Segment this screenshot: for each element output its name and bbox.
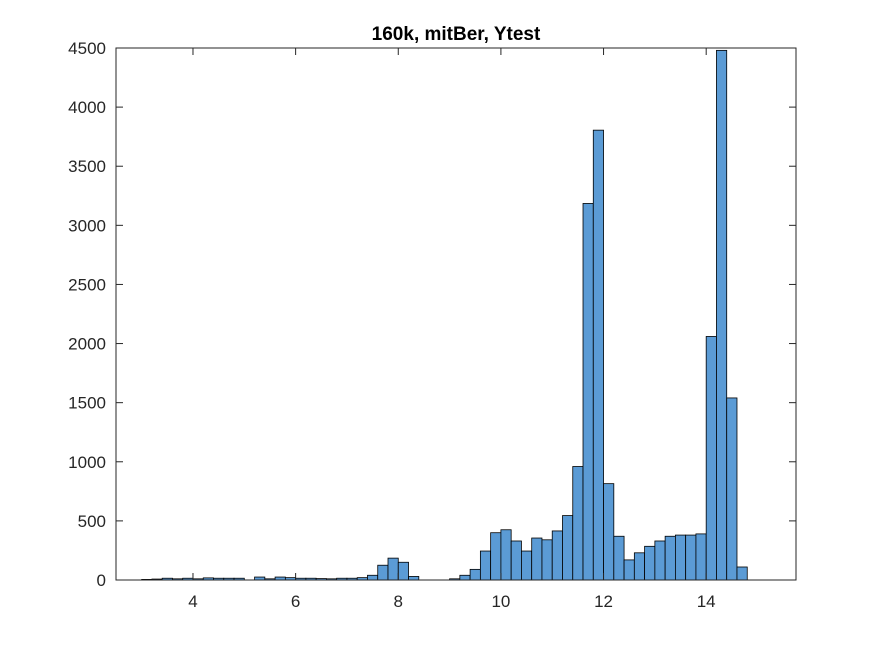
histogram-bar — [500, 529, 512, 581]
histogram-bar — [387, 557, 399, 581]
histogram-bar — [562, 515, 574, 581]
histogram-bar — [726, 397, 738, 581]
x-tick-label: 4 — [188, 592, 197, 611]
histogram-bar — [469, 568, 481, 581]
histogram-bar — [695, 533, 707, 581]
histogram-bar — [551, 530, 563, 581]
y-tick-label: 3000 — [68, 216, 106, 235]
histogram-bar — [367, 574, 379, 581]
axes-group: 4 6 8 10 12 14 0 500 1000 1500 2000 2500 3000 3500 400… — [68, 39, 797, 611]
histogram-bar — [623, 559, 635, 581]
histogram-bar — [510, 540, 522, 581]
histogram-bar — [603, 483, 615, 581]
histogram-bar — [592, 129, 604, 581]
bars-group — [141, 49, 748, 581]
histogram-bar — [408, 576, 420, 581]
histogram-bar — [521, 550, 533, 581]
histogram-bar — [582, 203, 594, 581]
histogram-bar — [633, 552, 646, 581]
x-tick-label: 10 — [491, 592, 510, 611]
y-tick-label: 2500 — [68, 275, 106, 294]
histogram-bar — [674, 534, 687, 581]
x-tick-label: 8 — [394, 592, 403, 611]
histogram-bar — [541, 539, 553, 581]
histogram-bar — [459, 574, 471, 581]
y-tick-label: 3500 — [68, 157, 106, 176]
histogram-bar — [685, 534, 697, 581]
y-tick-label: 1000 — [68, 453, 106, 472]
histogram-bar — [572, 466, 584, 581]
histogram-bar — [397, 561, 409, 581]
y-tick-label: 4000 — [68, 98, 106, 117]
histogram-bar — [705, 336, 717, 581]
y-tick-label: 500 — [78, 512, 106, 531]
y-tick-label: 0 — [97, 571, 106, 590]
x-tick-label: 12 — [594, 592, 613, 611]
histogram-bar — [716, 49, 728, 581]
plot-area-frame — [115, 47, 797, 581]
histogram-bar — [613, 535, 625, 581]
y-tick-label: 4500 — [68, 39, 106, 58]
histogram-bar — [654, 540, 666, 581]
histogram-bar — [531, 537, 543, 581]
histogram-bar — [736, 566, 748, 581]
chart-title: 160k, mitBer, Ytest — [372, 24, 541, 45]
histogram-bar — [377, 564, 389, 581]
x-tick-label: 14 — [697, 592, 716, 611]
histogram-bar — [490, 532, 502, 581]
x-tick-label: 6 — [291, 592, 300, 611]
y-tick-label: 2000 — [68, 335, 106, 354]
histogram-bar — [664, 535, 676, 581]
y-tick-label: 1500 — [68, 394, 106, 413]
histogram-bar — [479, 550, 492, 581]
histogram-bar — [644, 545, 656, 581]
